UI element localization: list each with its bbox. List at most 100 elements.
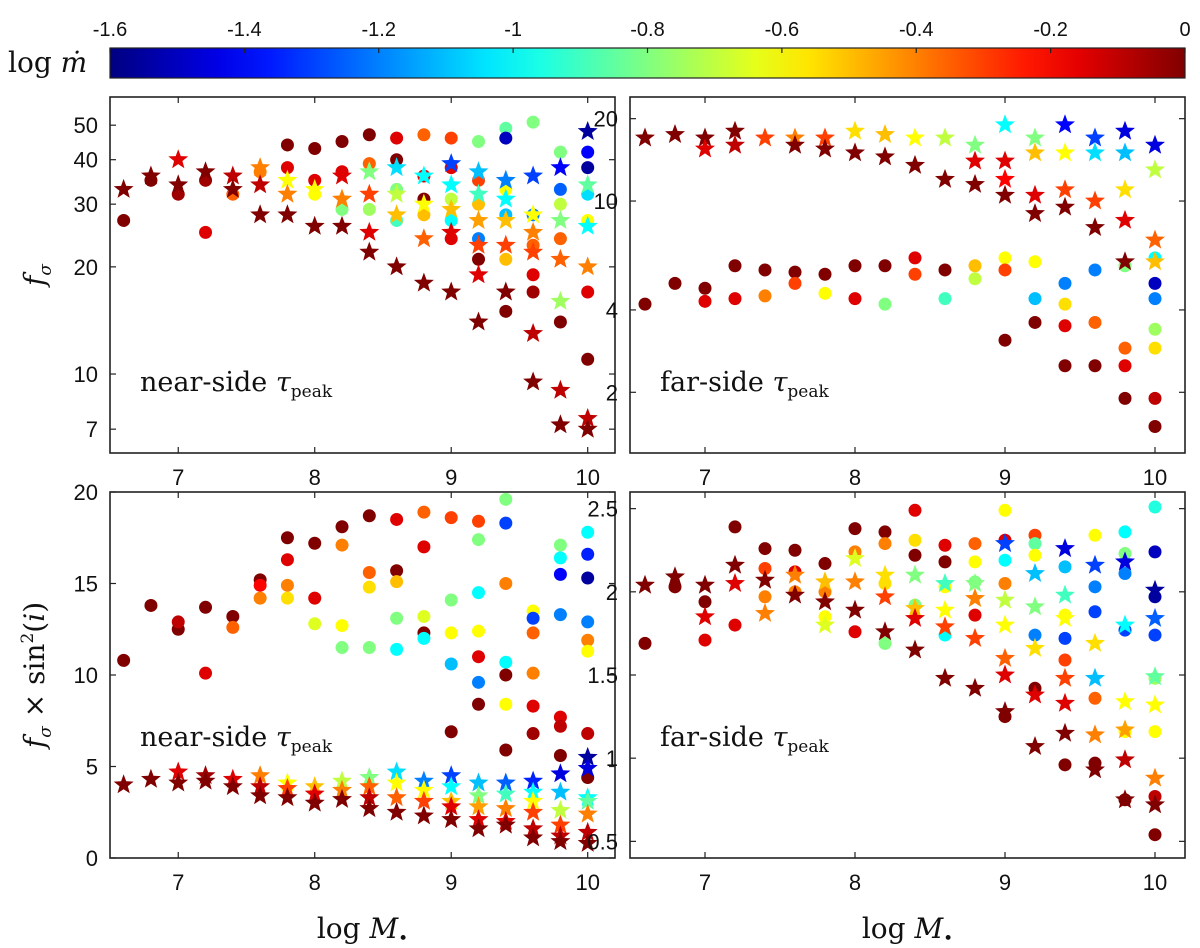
scatter-point-star	[665, 566, 685, 586]
scatter-point-star	[755, 602, 775, 622]
x-tick-label: 8	[849, 870, 861, 895]
scatter-point-circle	[199, 666, 213, 680]
scatter-point-circle	[1148, 628, 1162, 642]
scatter-point-circle	[788, 265, 802, 279]
scatter-point-star	[577, 790, 598, 810]
scatter-point-star	[965, 627, 985, 647]
scatter-point-circle	[553, 551, 567, 565]
scatter-point-star	[577, 174, 598, 194]
scatter-point-circle	[878, 259, 892, 273]
colorbar-tick-label: -1.6	[93, 19, 127, 41]
scatter-point-circle	[199, 225, 213, 239]
colorbar-tick-label: -0.6	[765, 19, 799, 41]
scatter-point-circle	[1148, 828, 1162, 842]
data-points	[113, 492, 598, 852]
y-tick-label: 2	[606, 580, 618, 605]
panel-annotation: far-side τpeak	[660, 722, 829, 757]
scatter-point-star	[386, 787, 407, 807]
scatter-point-circle	[417, 540, 431, 554]
scatter-point-circle	[1028, 292, 1042, 306]
scatter-point-circle	[878, 525, 892, 539]
scatter-point-circle	[226, 609, 240, 623]
scatter-point-circle	[472, 252, 486, 266]
x-tick-label: 9	[999, 870, 1011, 895]
scatter-point-circle	[998, 503, 1012, 517]
scatter-point-circle	[1148, 725, 1162, 739]
scatter-point-circle	[1148, 419, 1162, 433]
scatter-point-circle	[526, 611, 540, 625]
scatter-point-circle	[1058, 319, 1072, 333]
scatter-point-circle	[553, 197, 567, 211]
scatter-point-circle	[444, 593, 458, 607]
scatter-point-star	[413, 790, 434, 810]
scatter-point-circle	[472, 697, 486, 711]
scatter-point-star	[304, 792, 325, 812]
x-tick-label: 10	[1143, 465, 1167, 490]
scatter-point-star	[1025, 596, 1045, 616]
scatter-point-star	[725, 554, 745, 574]
scatter-point-circle	[1058, 631, 1072, 645]
scatter-point-star	[1025, 563, 1045, 582]
scatter-point-circle	[526, 699, 540, 713]
scatter-point-star	[815, 138, 835, 158]
scatter-point-star	[250, 785, 271, 805]
scatter-point-circle	[335, 619, 349, 633]
y-tick-label: 7	[86, 417, 98, 442]
scatter-point-star	[441, 765, 462, 785]
scatter-point-star	[468, 311, 489, 331]
y-tick-label: 1	[606, 746, 618, 771]
scatter-point-circle	[280, 138, 294, 152]
scatter-point-circle	[362, 580, 376, 594]
scatter-point-circle	[444, 511, 458, 525]
scatter-point-star	[113, 178, 134, 198]
scatter-point-star	[332, 165, 352, 185]
scatter-point-star	[386, 183, 407, 203]
scatter-point-circle	[728, 618, 742, 632]
scatter-point-circle	[1118, 525, 1132, 539]
scatter-point-star	[168, 772, 189, 792]
scatter-point-circle	[499, 655, 513, 669]
scatter-point-star	[413, 272, 434, 292]
scatter-point-star	[468, 234, 489, 254]
scatter-point-star	[577, 256, 598, 276]
scatter-point-star	[577, 215, 598, 235]
data-points	[635, 114, 1165, 433]
y-axis-label: fσ × sin2(i)	[18, 602, 56, 750]
y-tick-label: 2	[606, 380, 618, 405]
scatter-point-circle	[280, 553, 294, 567]
x-tick-label: 10	[575, 870, 599, 895]
scatter-point-star	[905, 127, 925, 147]
scatter-point-circle	[908, 548, 922, 562]
scatter-point-circle	[472, 514, 486, 528]
scatter-point-star	[495, 798, 516, 818]
scatter-point-circle	[335, 520, 349, 534]
scatter-point-star	[359, 787, 380, 807]
scatter-point-star	[1025, 127, 1045, 147]
scatter-point-star	[413, 193, 434, 213]
scatter-point-circle	[499, 697, 513, 711]
scatter-point-star	[441, 198, 462, 218]
scatter-point-star	[250, 765, 271, 785]
scatter-point-star	[523, 770, 544, 790]
scatter-point-star	[815, 127, 835, 147]
scatter-point-circle	[818, 267, 832, 281]
scatter-point-circle	[848, 259, 862, 273]
scatter-point-star	[523, 827, 544, 847]
scatter-point-star	[441, 809, 462, 829]
y-tick-label: 10	[594, 189, 618, 214]
scatter-point-star	[905, 607, 925, 627]
scatter-point-circle	[848, 522, 862, 536]
scatter-point-circle	[417, 208, 431, 222]
scatter-point-circle	[335, 202, 349, 216]
scatter-point-star	[222, 178, 243, 198]
scatter-point-star	[995, 114, 1015, 134]
scatter-point-circle	[728, 520, 742, 534]
scatter-point-star	[1115, 251, 1135, 271]
scatter-point-circle	[472, 650, 486, 664]
scatter-point-star	[195, 770, 216, 790]
scatter-point-circle	[253, 591, 267, 605]
scatter-point-star	[250, 174, 271, 194]
scatter-point-star	[495, 783, 516, 803]
scatter-point-star	[577, 821, 598, 841]
